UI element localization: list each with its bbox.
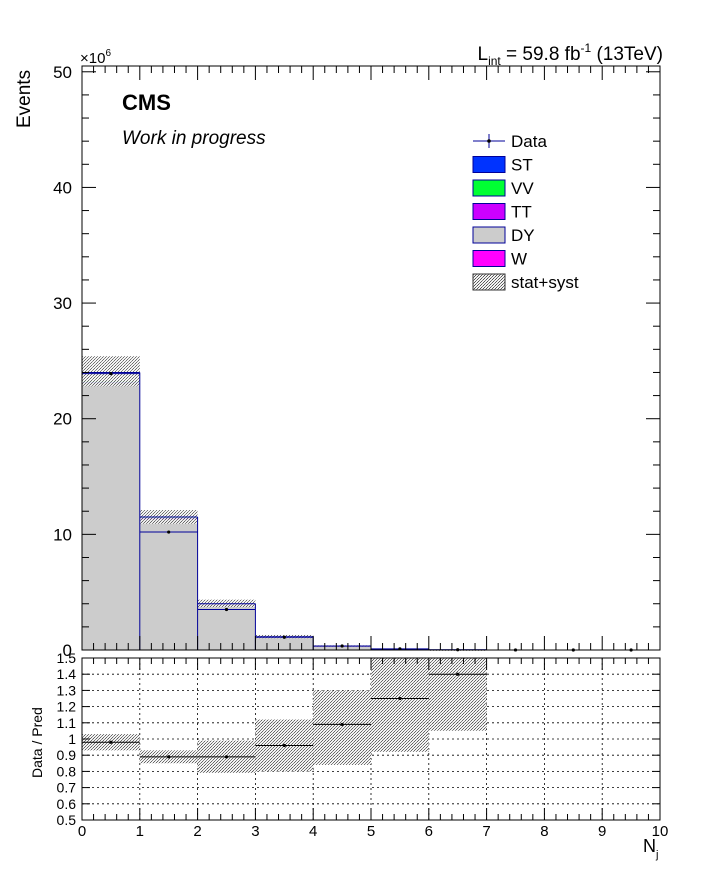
ratio-point <box>456 672 460 676</box>
exponent-label: ×106 <box>80 48 111 67</box>
y-tick-label: 50 <box>53 63 72 82</box>
main-axes: 0 10 20 30 40 50 <box>53 63 661 660</box>
ratio-y-tick-label: 0.7 <box>57 780 77 796</box>
bar-dy <box>139 519 198 650</box>
ratio-point <box>224 755 229 759</box>
bar-dy <box>313 646 371 650</box>
ratio-x-tick-label: 7 <box>482 823 490 840</box>
lumi-label: Lint = 59.8 fb-1 (13TeV) <box>477 41 663 68</box>
ratio-x-tick-label: 2 <box>193 823 201 840</box>
ratio-x-tick-label: 4 <box>309 823 317 840</box>
ratio-y-tick-label: 1.1 <box>57 715 77 731</box>
ratio-x-tick-label: 6 <box>425 823 433 840</box>
bar-dy <box>255 637 314 650</box>
ratio-x-tick-label: 8 <box>540 823 548 840</box>
ratio-band-bin <box>428 658 487 731</box>
ratio-point <box>109 740 113 744</box>
ratio-points <box>82 672 487 759</box>
legend-swatch-dy <box>472 226 506 244</box>
ratio-y-tick-label: 1.2 <box>57 699 77 715</box>
bar-dy <box>197 604 256 650</box>
cms-label: CMS <box>122 90 171 115</box>
legend-swatch-w <box>472 250 506 267</box>
ratio-ylabel: Data / Pred <box>29 707 45 778</box>
legend-swatch-stat-syst <box>472 273 506 291</box>
y-tick-label: 10 <box>53 525 72 544</box>
ratio-band <box>82 658 487 774</box>
legend-label: stat+syst <box>511 273 579 292</box>
uncertainty-bin <box>82 356 140 387</box>
ratio-band-bin <box>313 690 371 765</box>
data-point <box>167 530 171 534</box>
ratio-y-tick-label: 0.5 <box>57 812 77 828</box>
legend-label: VV <box>511 179 534 198</box>
y-tick-label: 30 <box>53 294 72 313</box>
legend-marker <box>487 139 491 143</box>
ratio-point <box>398 696 402 701</box>
legend-label: W <box>511 250 527 269</box>
ratio-point <box>167 755 171 759</box>
ratio-y-tick-label: 1.3 <box>57 682 77 698</box>
ratio-axes: 0.50.60.70.80.911.11.21.31.41.50 1 2 3 4 5 6 7 8… <box>57 650 669 840</box>
legend-swatch-tt <box>472 203 506 220</box>
y-tick-label: 0 <box>63 641 72 660</box>
ratio-xlabel: Nj <box>643 836 658 861</box>
legend-label: Data <box>511 132 547 151</box>
bar-dy <box>82 382 140 650</box>
ratio-y-tick-label: 1.4 <box>57 666 77 682</box>
ratio-x-tick-label: 1 <box>136 823 144 840</box>
ratio-panel: 0.50.60.70.80.911.11.21.31.41.50 1 2 3 4 5 6 7 8… <box>29 650 668 861</box>
ratio-point <box>340 722 344 727</box>
ratio-x-tick-label: 5 <box>367 823 375 840</box>
legend-swatch-st <box>472 156 506 173</box>
legend-label: DY <box>511 226 535 245</box>
ratio-y-tick-label: 1.5 <box>57 650 77 666</box>
legend-swatch-vv <box>472 179 506 197</box>
legend-label: TT <box>511 203 532 222</box>
main-ylabel: Events <box>14 70 35 128</box>
wip-label: Work in progress <box>122 128 266 149</box>
ratio-x-tick-label: 10 <box>652 823 669 840</box>
y-tick-label: 40 <box>53 178 72 197</box>
data-point <box>282 635 286 639</box>
ratio-y-tick-label: 1 <box>68 731 76 747</box>
ratio-x-tick-label: 9 <box>598 823 606 840</box>
data-point <box>224 607 229 612</box>
ratio-x-tick-label: 0 <box>78 823 86 840</box>
ratio-point <box>282 743 286 748</box>
data-point <box>109 372 113 376</box>
ratio-y-tick-label: 0.8 <box>57 763 77 779</box>
legend-label: ST <box>511 156 533 175</box>
ratio-y-tick-label: 0.6 <box>57 796 77 812</box>
data-point <box>340 644 344 648</box>
ratio-band-bin <box>371 658 429 752</box>
ratio-y-tick-label: 0.9 <box>57 747 77 763</box>
y-tick-label: 20 <box>53 410 72 429</box>
ratio-x-tick-label: 3 <box>251 823 259 840</box>
